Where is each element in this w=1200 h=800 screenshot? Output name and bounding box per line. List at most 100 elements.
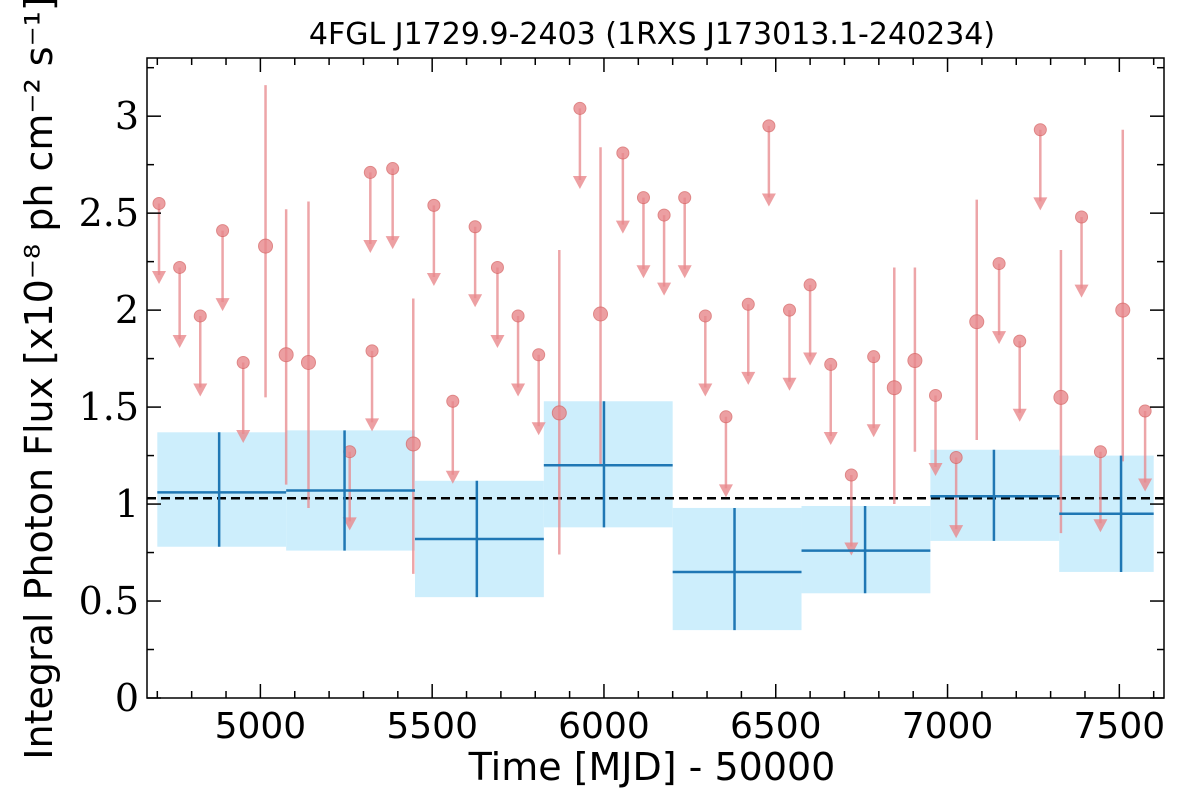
upper-limit-arrowhead — [152, 271, 167, 285]
bin-cross-5 — [672, 507, 802, 631]
upper-limit-arrowhead — [761, 193, 776, 207]
x-tick-label: 7000 — [902, 706, 994, 747]
upper-limit-3 — [193, 309, 208, 397]
upper-limit-point — [386, 162, 400, 176]
bin-cross-4 — [543, 401, 673, 528]
plot-frame — [146, 57, 1165, 699]
upper-limit-point — [511, 309, 525, 323]
upper-limit-28 — [844, 468, 859, 556]
detection-6 — [593, 147, 609, 466]
upper-limit-arrowhead — [236, 430, 251, 444]
upper-limit-point — [363, 165, 377, 179]
detection-8 — [907, 267, 923, 452]
upper-limit-arrowhead — [657, 282, 672, 296]
bin-band-5 — [672, 507, 802, 631]
upper-limit-12 — [468, 220, 483, 308]
y-tick-label: 2.5 — [79, 191, 139, 235]
x-tick-label: 6000 — [558, 706, 650, 747]
upper-limit-point — [616, 146, 630, 160]
detection-point — [278, 347, 294, 363]
upper-limit-arrowhead — [698, 383, 713, 397]
x-axis-label: Time [MJD] - 50000 — [468, 745, 836, 789]
upper-limit-32 — [992, 257, 1007, 345]
upper-limit-point — [532, 348, 546, 362]
upper-limit-17 — [615, 146, 630, 234]
upper-limit-point — [173, 260, 187, 274]
detection-point — [969, 314, 985, 330]
detection-2 — [278, 209, 294, 485]
upper-limit-point — [446, 394, 460, 408]
detection-point — [1115, 302, 1131, 318]
detection-3 — [300, 201, 316, 508]
upper-limit-arrowhead — [992, 331, 1007, 345]
upper-limit-point — [1138, 404, 1152, 418]
x-tick-label: 6500 — [730, 706, 822, 747]
upper-limit-point — [803, 278, 817, 292]
upper-limit-arrowhead — [363, 240, 378, 253]
upper-limit-arrowhead — [636, 265, 651, 279]
bin-cross-1 — [157, 432, 287, 547]
upper-limit-point — [1033, 123, 1047, 137]
upper-limit-arrowhead — [718, 484, 733, 498]
bin-cross-6 — [801, 506, 931, 594]
upper-limit-14 — [511, 309, 526, 397]
upper-limit-18 — [636, 191, 651, 279]
upper-limit-36 — [1093, 445, 1108, 533]
upper-limit-34 — [1033, 123, 1048, 211]
detection-point — [551, 405, 567, 421]
upper-limit-arrowhead — [615, 220, 630, 234]
upper-limit-25 — [782, 303, 797, 391]
upper-limit-arrowhead — [531, 422, 546, 436]
upper-limit-arrowhead — [1012, 408, 1027, 422]
upper-limit-arrowhead — [193, 383, 208, 397]
upper-limit-arrowhead — [426, 272, 441, 286]
upper-limit-point — [782, 303, 796, 317]
upper-limit-arrowhead — [490, 335, 505, 349]
x-tick-label: 5000 — [215, 706, 307, 747]
upper-limit-arrowhead — [342, 517, 357, 531]
upper-limit-arrowhead — [1033, 197, 1048, 211]
upper-limit-point — [216, 224, 230, 238]
upper-limit-arrowhead — [823, 432, 838, 445]
upper-limit-arrowhead — [572, 176, 587, 189]
upper-limit-4 — [215, 224, 230, 312]
upper-limit-point — [741, 297, 755, 311]
upper-limit-arrowhead — [215, 298, 230, 312]
y-tick-label: 3 — [115, 94, 139, 138]
upper-limit-19 — [657, 208, 672, 296]
upper-limit-point — [573, 101, 587, 115]
upper-limit-point — [236, 355, 250, 369]
upper-limit-27 — [823, 357, 838, 445]
upper-limit-21 — [698, 309, 713, 397]
upper-limit-arrowhead — [803, 352, 818, 366]
upper-limit-point — [468, 220, 482, 234]
upper-limit-arrowhead — [511, 383, 526, 397]
upper-limit-arrowhead — [1138, 478, 1153, 492]
upper-limit-13 — [490, 260, 505, 349]
detection-point — [907, 353, 923, 369]
upper-limit-point — [929, 388, 943, 402]
upper-limit-arrowhead — [365, 418, 380, 432]
upper-limit-point — [762, 119, 776, 133]
y-tick-label: 0.5 — [79, 579, 139, 623]
upper-limit-point — [657, 208, 671, 222]
upper-limit-35 — [1074, 210, 1089, 298]
upper-limit-2 — [172, 260, 187, 349]
detection-11 — [1115, 129, 1131, 462]
detection-7 — [886, 267, 902, 505]
detection-1 — [258, 85, 274, 398]
upper-limit-arrowhead — [172, 335, 187, 349]
upper-limit-point — [365, 344, 379, 358]
detection-4 — [405, 298, 421, 574]
upper-limit-24 — [761, 119, 776, 207]
upper-limit-point — [867, 350, 881, 364]
bin-cross-2 — [286, 430, 415, 551]
upper-limit-arrowhead — [468, 294, 483, 308]
y-axis-label: Integral Photon Flux [x10⁻⁸ ph cm⁻² s⁻¹] — [17, 0, 61, 760]
bin-band-1 — [157, 432, 287, 547]
upper-limit-16 — [572, 101, 587, 189]
upper-limit-30 — [928, 388, 943, 477]
bin-cross-8 — [1059, 455, 1154, 572]
x-tick-label: 5500 — [386, 706, 478, 747]
upper-limit-point — [1075, 210, 1089, 224]
